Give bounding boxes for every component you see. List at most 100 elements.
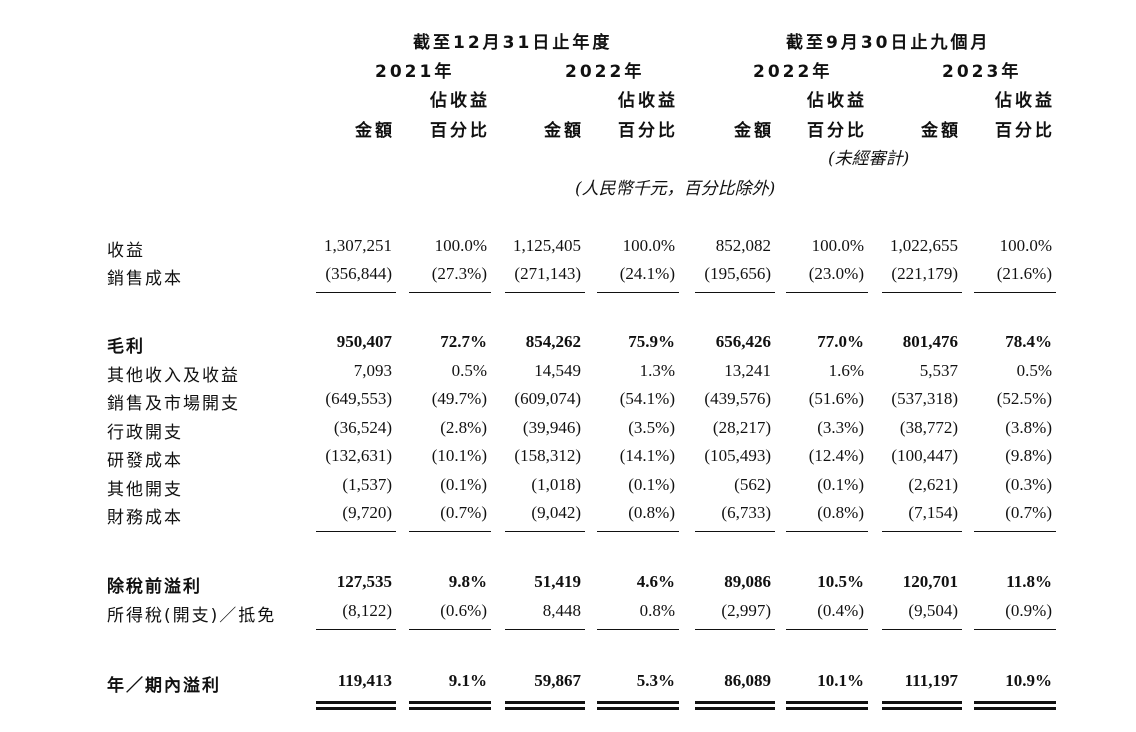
amount-cell: (562)	[734, 475, 771, 494]
percentage-cell: (12.4%)	[808, 446, 864, 465]
row-label: 其他開支	[107, 480, 183, 500]
amount-cell: (537,318)	[891, 389, 958, 408]
percentage-cell: 1.3%	[639, 361, 675, 380]
amount-cell: (2,621)	[908, 475, 958, 494]
percentage-cell: 5.3%	[636, 671, 675, 690]
percentage-cell: 1.6%	[828, 361, 864, 380]
total-double-rule	[409, 707, 491, 710]
percentage-cell: (27.3%)	[431, 264, 487, 283]
row-label: 行政開支	[107, 423, 183, 443]
total-double-rule	[974, 701, 1056, 704]
percentage-cell: 78.4%	[1005, 332, 1052, 351]
amount-cell: 127,535	[336, 572, 392, 591]
percentage-cell: (0.8%)	[628, 503, 675, 522]
row-label: 銷售成本	[107, 269, 183, 289]
amount-cell: 852,082	[715, 236, 771, 255]
pct-header-line1: 佔收益	[430, 91, 490, 111]
amount-cell: (9,720)	[342, 503, 392, 522]
amount-cell: 89,086	[724, 572, 771, 591]
percentage-cell: (3.5%)	[628, 418, 675, 437]
amount-header: 金額	[734, 121, 774, 141]
amount-cell: (8,122)	[342, 601, 392, 620]
subtotal-rule	[505, 629, 585, 630]
percentage-cell: (0.7%)	[440, 503, 487, 522]
amount-cell: (6,733)	[721, 503, 771, 522]
amount-cell: (609,074)	[514, 389, 581, 408]
subtotal-rule	[974, 531, 1056, 532]
total-double-rule	[786, 707, 868, 710]
total-double-rule	[316, 707, 396, 710]
amount-header: 金額	[544, 121, 584, 141]
total-double-rule	[695, 707, 775, 710]
amount-cell: (2,997)	[721, 601, 771, 620]
percentage-cell: 100.0%	[999, 236, 1052, 255]
amount-cell: 14,549	[534, 361, 581, 380]
year-header-2023: 2023年	[942, 62, 1022, 82]
percentage-cell: (0.9%)	[1005, 601, 1052, 620]
percentage-cell: (3.3%)	[817, 418, 864, 437]
total-double-rule	[974, 707, 1056, 710]
subtotal-rule	[505, 531, 585, 532]
amount-cell: (105,493)	[704, 446, 771, 465]
total-double-rule	[316, 701, 396, 704]
subtotal-rule	[316, 531, 396, 532]
percentage-cell: (0.6%)	[440, 601, 487, 620]
percentage-cell: (9.8%)	[1005, 446, 1052, 465]
percentage-cell: (0.8%)	[817, 503, 864, 522]
total-double-rule	[882, 701, 962, 704]
percentage-cell: (23.0%)	[808, 264, 864, 283]
percentage-cell: (0.1%)	[440, 475, 487, 494]
amount-cell: 111,197	[904, 671, 958, 690]
amount-cell: 5,537	[919, 361, 958, 380]
amount-cell: (221,179)	[891, 264, 958, 283]
amount-cell: 1,125,405	[513, 236, 581, 255]
percentage-cell: 75.9%	[628, 332, 675, 351]
pct-header-line1: 佔收益	[995, 91, 1055, 111]
subtotal-rule	[882, 292, 962, 293]
amount-cell: (158,312)	[514, 446, 581, 465]
percentage-cell: (51.6%)	[808, 389, 864, 408]
subtotal-rule	[316, 292, 396, 293]
subtotal-rule	[786, 531, 868, 532]
percentage-cell: 10.9%	[1005, 671, 1052, 690]
subtotal-rule	[695, 292, 775, 293]
amount-cell: (1,018)	[531, 475, 581, 494]
amount-cell: (100,447)	[891, 446, 958, 465]
amount-cell: (7,154)	[908, 503, 958, 522]
amount-cell: 7,093	[353, 361, 392, 380]
percentage-cell: (0.1%)	[628, 475, 675, 494]
pct-header-line2: 百分比	[995, 121, 1055, 141]
row-label: 財務成本	[107, 508, 183, 528]
period-header-nine-months: 截至9月30日止九個月	[786, 33, 991, 53]
subtotal-rule	[786, 292, 868, 293]
total-double-rule	[505, 701, 585, 704]
total-double-rule	[409, 701, 491, 704]
percentage-cell: 0.8%	[639, 601, 675, 620]
subtotal-rule	[695, 629, 775, 630]
amount-cell: 13,241	[724, 361, 771, 380]
amount-cell: 1,307,251	[324, 236, 392, 255]
percentage-cell: 9.1%	[448, 671, 487, 690]
subtotal-rule	[882, 531, 962, 532]
percentage-cell: (24.1%)	[619, 264, 675, 283]
percentage-cell: (10.1%)	[431, 446, 487, 465]
percentage-cell: 9.8%	[448, 572, 487, 591]
period-header-year: 截至12月31日止年度	[413, 33, 613, 53]
amount-cell: 119,413	[337, 671, 392, 690]
amount-cell: (9,042)	[531, 503, 581, 522]
amount-cell: (1,537)	[342, 475, 392, 494]
pct-header-line1: 佔收益	[618, 91, 678, 111]
unaudited-note: (未經審計)	[828, 149, 910, 169]
percentage-cell: (0.4%)	[817, 601, 864, 620]
percentage-cell: 10.5%	[817, 572, 864, 591]
total-double-rule	[505, 707, 585, 710]
subtotal-rule	[974, 292, 1056, 293]
pct-header-line2: 百分比	[430, 121, 490, 141]
amount-cell: (9,504)	[908, 601, 958, 620]
subtotal-rule	[786, 629, 868, 630]
year-header-2022-annual: 2022年	[565, 62, 645, 82]
amount-cell: (39,946)	[522, 418, 581, 437]
amount-header: 金額	[921, 121, 961, 141]
percentage-cell: 4.6%	[636, 572, 675, 591]
subtotal-rule	[409, 629, 491, 630]
